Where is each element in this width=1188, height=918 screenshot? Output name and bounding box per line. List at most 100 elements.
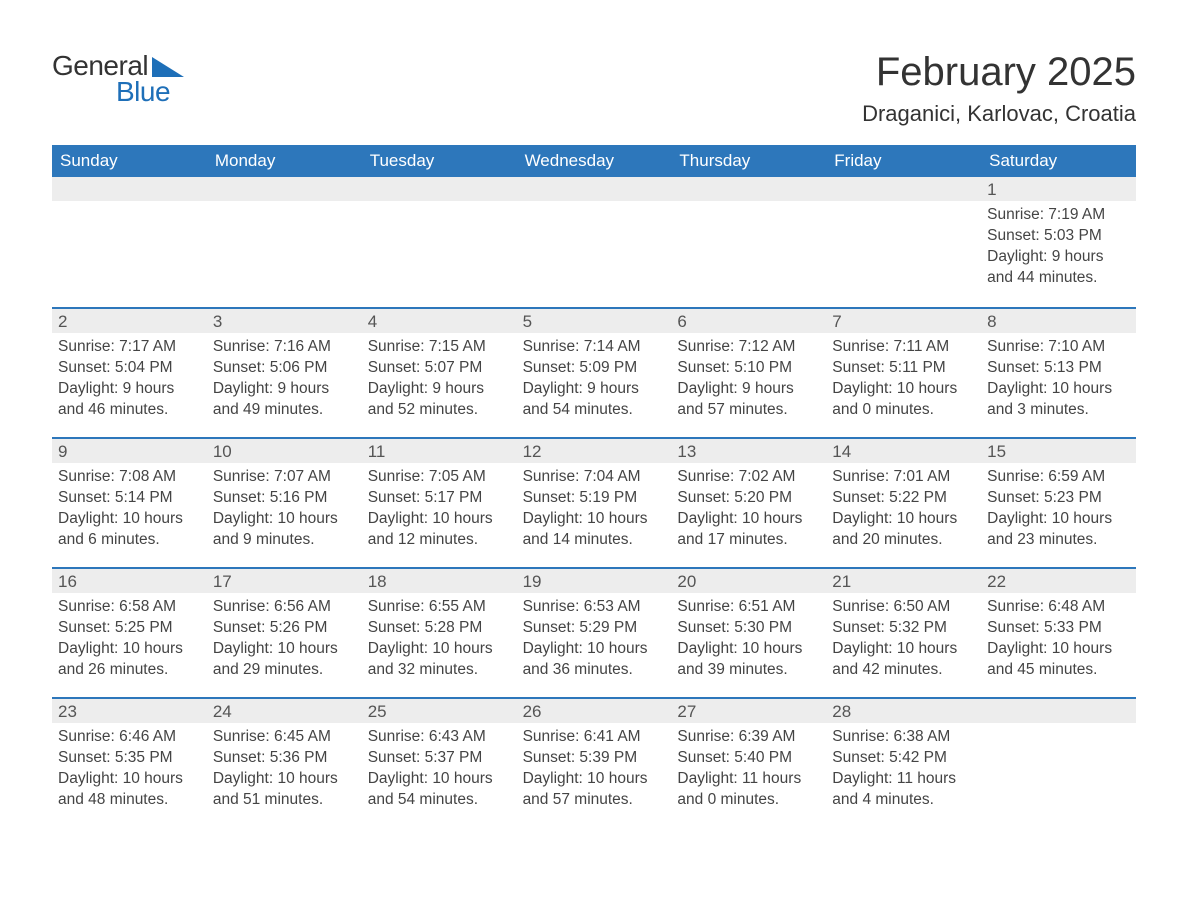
cell-body: Sunrise: 6:58 AMSunset: 5:25 PMDaylight:… [52, 593, 207, 692]
calendar-cell: 25Sunrise: 6:43 AMSunset: 5:37 PMDayligh… [362, 699, 517, 827]
daylight-text: Daylight: 10 hours [58, 509, 201, 529]
sunrise-text: Sunrise: 7:08 AM [58, 467, 201, 487]
cell-body: Sunrise: 7:05 AMSunset: 5:17 PMDaylight:… [362, 463, 517, 562]
daylight-text: and 51 minutes. [213, 790, 356, 810]
sunset-text: Sunset: 5:16 PM [213, 488, 356, 508]
calendar-cell [517, 177, 672, 307]
calendar-cell [207, 177, 362, 307]
logo-triangle-icon [152, 57, 184, 77]
cell-body: Sunrise: 7:17 AMSunset: 5:04 PMDaylight:… [52, 333, 207, 432]
cell-body: Sunrise: 6:56 AMSunset: 5:26 PMDaylight:… [207, 593, 362, 692]
day-number: 13 [671, 439, 826, 463]
day-number: 16 [52, 569, 207, 593]
calendar-cell: 15Sunrise: 6:59 AMSunset: 5:23 PMDayligh… [981, 439, 1136, 567]
daylight-text: Daylight: 9 hours [368, 379, 511, 399]
cell-body: Sunrise: 6:59 AMSunset: 5:23 PMDaylight:… [981, 463, 1136, 562]
sunset-text: Sunset: 5:23 PM [987, 488, 1130, 508]
sunrise-text: Sunrise: 6:46 AM [58, 727, 201, 747]
day-number [981, 699, 1136, 723]
daylight-text: Daylight: 10 hours [368, 769, 511, 789]
cell-body: Sunrise: 7:08 AMSunset: 5:14 PMDaylight:… [52, 463, 207, 562]
day-number: 27 [671, 699, 826, 723]
day-number: 12 [517, 439, 672, 463]
location-text: Draganici, Karlovac, Croatia [862, 101, 1136, 127]
daylight-text: and 57 minutes. [523, 790, 666, 810]
calendar-cell [362, 177, 517, 307]
daylight-text: and 49 minutes. [213, 400, 356, 420]
cell-body: Sunrise: 7:01 AMSunset: 5:22 PMDaylight:… [826, 463, 981, 562]
day-number: 19 [517, 569, 672, 593]
sunrise-text: Sunrise: 6:38 AM [832, 727, 975, 747]
calendar-cell: 19Sunrise: 6:53 AMSunset: 5:29 PMDayligh… [517, 569, 672, 697]
daylight-text: and 54 minutes. [368, 790, 511, 810]
calendar-cell: 23Sunrise: 6:46 AMSunset: 5:35 PMDayligh… [52, 699, 207, 827]
sunset-text: Sunset: 5:06 PM [213, 358, 356, 378]
sunset-text: Sunset: 5:33 PM [987, 618, 1130, 638]
day-number [517, 177, 672, 201]
calendar-cell: 28Sunrise: 6:38 AMSunset: 5:42 PMDayligh… [826, 699, 981, 827]
day-number: 20 [671, 569, 826, 593]
cell-body [671, 201, 826, 215]
daylight-text: and 44 minutes. [987, 268, 1130, 288]
calendar-cell: 6Sunrise: 7:12 AMSunset: 5:10 PMDaylight… [671, 309, 826, 437]
daylight-text: and 17 minutes. [677, 530, 820, 550]
logo-text-blue: Blue [116, 76, 184, 108]
day-number [671, 177, 826, 201]
cell-body: Sunrise: 7:14 AMSunset: 5:09 PMDaylight:… [517, 333, 672, 432]
calendar-cell: 13Sunrise: 7:02 AMSunset: 5:20 PMDayligh… [671, 439, 826, 567]
calendar-cell: 7Sunrise: 7:11 AMSunset: 5:11 PMDaylight… [826, 309, 981, 437]
daylight-text: and 3 minutes. [987, 400, 1130, 420]
sunset-text: Sunset: 5:13 PM [987, 358, 1130, 378]
cell-body [52, 201, 207, 215]
daylight-text: Daylight: 9 hours [677, 379, 820, 399]
sunset-text: Sunset: 5:39 PM [523, 748, 666, 768]
calendar-cell: 5Sunrise: 7:14 AMSunset: 5:09 PMDaylight… [517, 309, 672, 437]
daylight-text: and 9 minutes. [213, 530, 356, 550]
daylight-text: and 36 minutes. [523, 660, 666, 680]
daylight-text: Daylight: 11 hours [677, 769, 820, 789]
day-number [207, 177, 362, 201]
daylight-text: and 54 minutes. [523, 400, 666, 420]
daylight-text: and 57 minutes. [677, 400, 820, 420]
calendar-cell: 20Sunrise: 6:51 AMSunset: 5:30 PMDayligh… [671, 569, 826, 697]
daylight-text: Daylight: 9 hours [58, 379, 201, 399]
day-number: 5 [517, 309, 672, 333]
daylight-text: Daylight: 10 hours [523, 639, 666, 659]
daylight-text: Daylight: 10 hours [213, 639, 356, 659]
cell-body: Sunrise: 7:04 AMSunset: 5:19 PMDaylight:… [517, 463, 672, 562]
day-header-thursday: Thursday [671, 151, 826, 171]
daylight-text: and 20 minutes. [832, 530, 975, 550]
sunrise-text: Sunrise: 7:19 AM [987, 205, 1130, 225]
sunrise-text: Sunrise: 7:11 AM [832, 337, 975, 357]
weeks-container: 1Sunrise: 7:19 AMSunset: 5:03 PMDaylight… [52, 177, 1136, 827]
calendar-cell [981, 699, 1136, 827]
calendar-week: 23Sunrise: 6:46 AMSunset: 5:35 PMDayligh… [52, 697, 1136, 827]
day-number: 8 [981, 309, 1136, 333]
day-number: 9 [52, 439, 207, 463]
sunset-text: Sunset: 5:36 PM [213, 748, 356, 768]
day-header-row: Sunday Monday Tuesday Wednesday Thursday… [52, 145, 1136, 177]
sunset-text: Sunset: 5:20 PM [677, 488, 820, 508]
daylight-text: Daylight: 10 hours [677, 639, 820, 659]
day-number: 11 [362, 439, 517, 463]
cell-body: Sunrise: 6:53 AMSunset: 5:29 PMDaylight:… [517, 593, 672, 692]
day-number [362, 177, 517, 201]
cell-body [517, 201, 672, 215]
daylight-text: Daylight: 11 hours [832, 769, 975, 789]
calendar-cell: 17Sunrise: 6:56 AMSunset: 5:26 PMDayligh… [207, 569, 362, 697]
cell-body: Sunrise: 6:41 AMSunset: 5:39 PMDaylight:… [517, 723, 672, 822]
day-number: 23 [52, 699, 207, 723]
cell-body: Sunrise: 6:48 AMSunset: 5:33 PMDaylight:… [981, 593, 1136, 692]
day-header-friday: Friday [826, 151, 981, 171]
daylight-text: and 23 minutes. [987, 530, 1130, 550]
sunset-text: Sunset: 5:40 PM [677, 748, 820, 768]
calendar-week: 2Sunrise: 7:17 AMSunset: 5:04 PMDaylight… [52, 307, 1136, 437]
daylight-text: Daylight: 10 hours [523, 769, 666, 789]
cell-body: Sunrise: 7:19 AMSunset: 5:03 PMDaylight:… [981, 201, 1136, 300]
cell-body: Sunrise: 6:39 AMSunset: 5:40 PMDaylight:… [671, 723, 826, 822]
sunset-text: Sunset: 5:19 PM [523, 488, 666, 508]
cell-body [981, 723, 1136, 737]
calendar-cell: 21Sunrise: 6:50 AMSunset: 5:32 PMDayligh… [826, 569, 981, 697]
sunrise-text: Sunrise: 7:05 AM [368, 467, 511, 487]
calendar-cell: 16Sunrise: 6:58 AMSunset: 5:25 PMDayligh… [52, 569, 207, 697]
